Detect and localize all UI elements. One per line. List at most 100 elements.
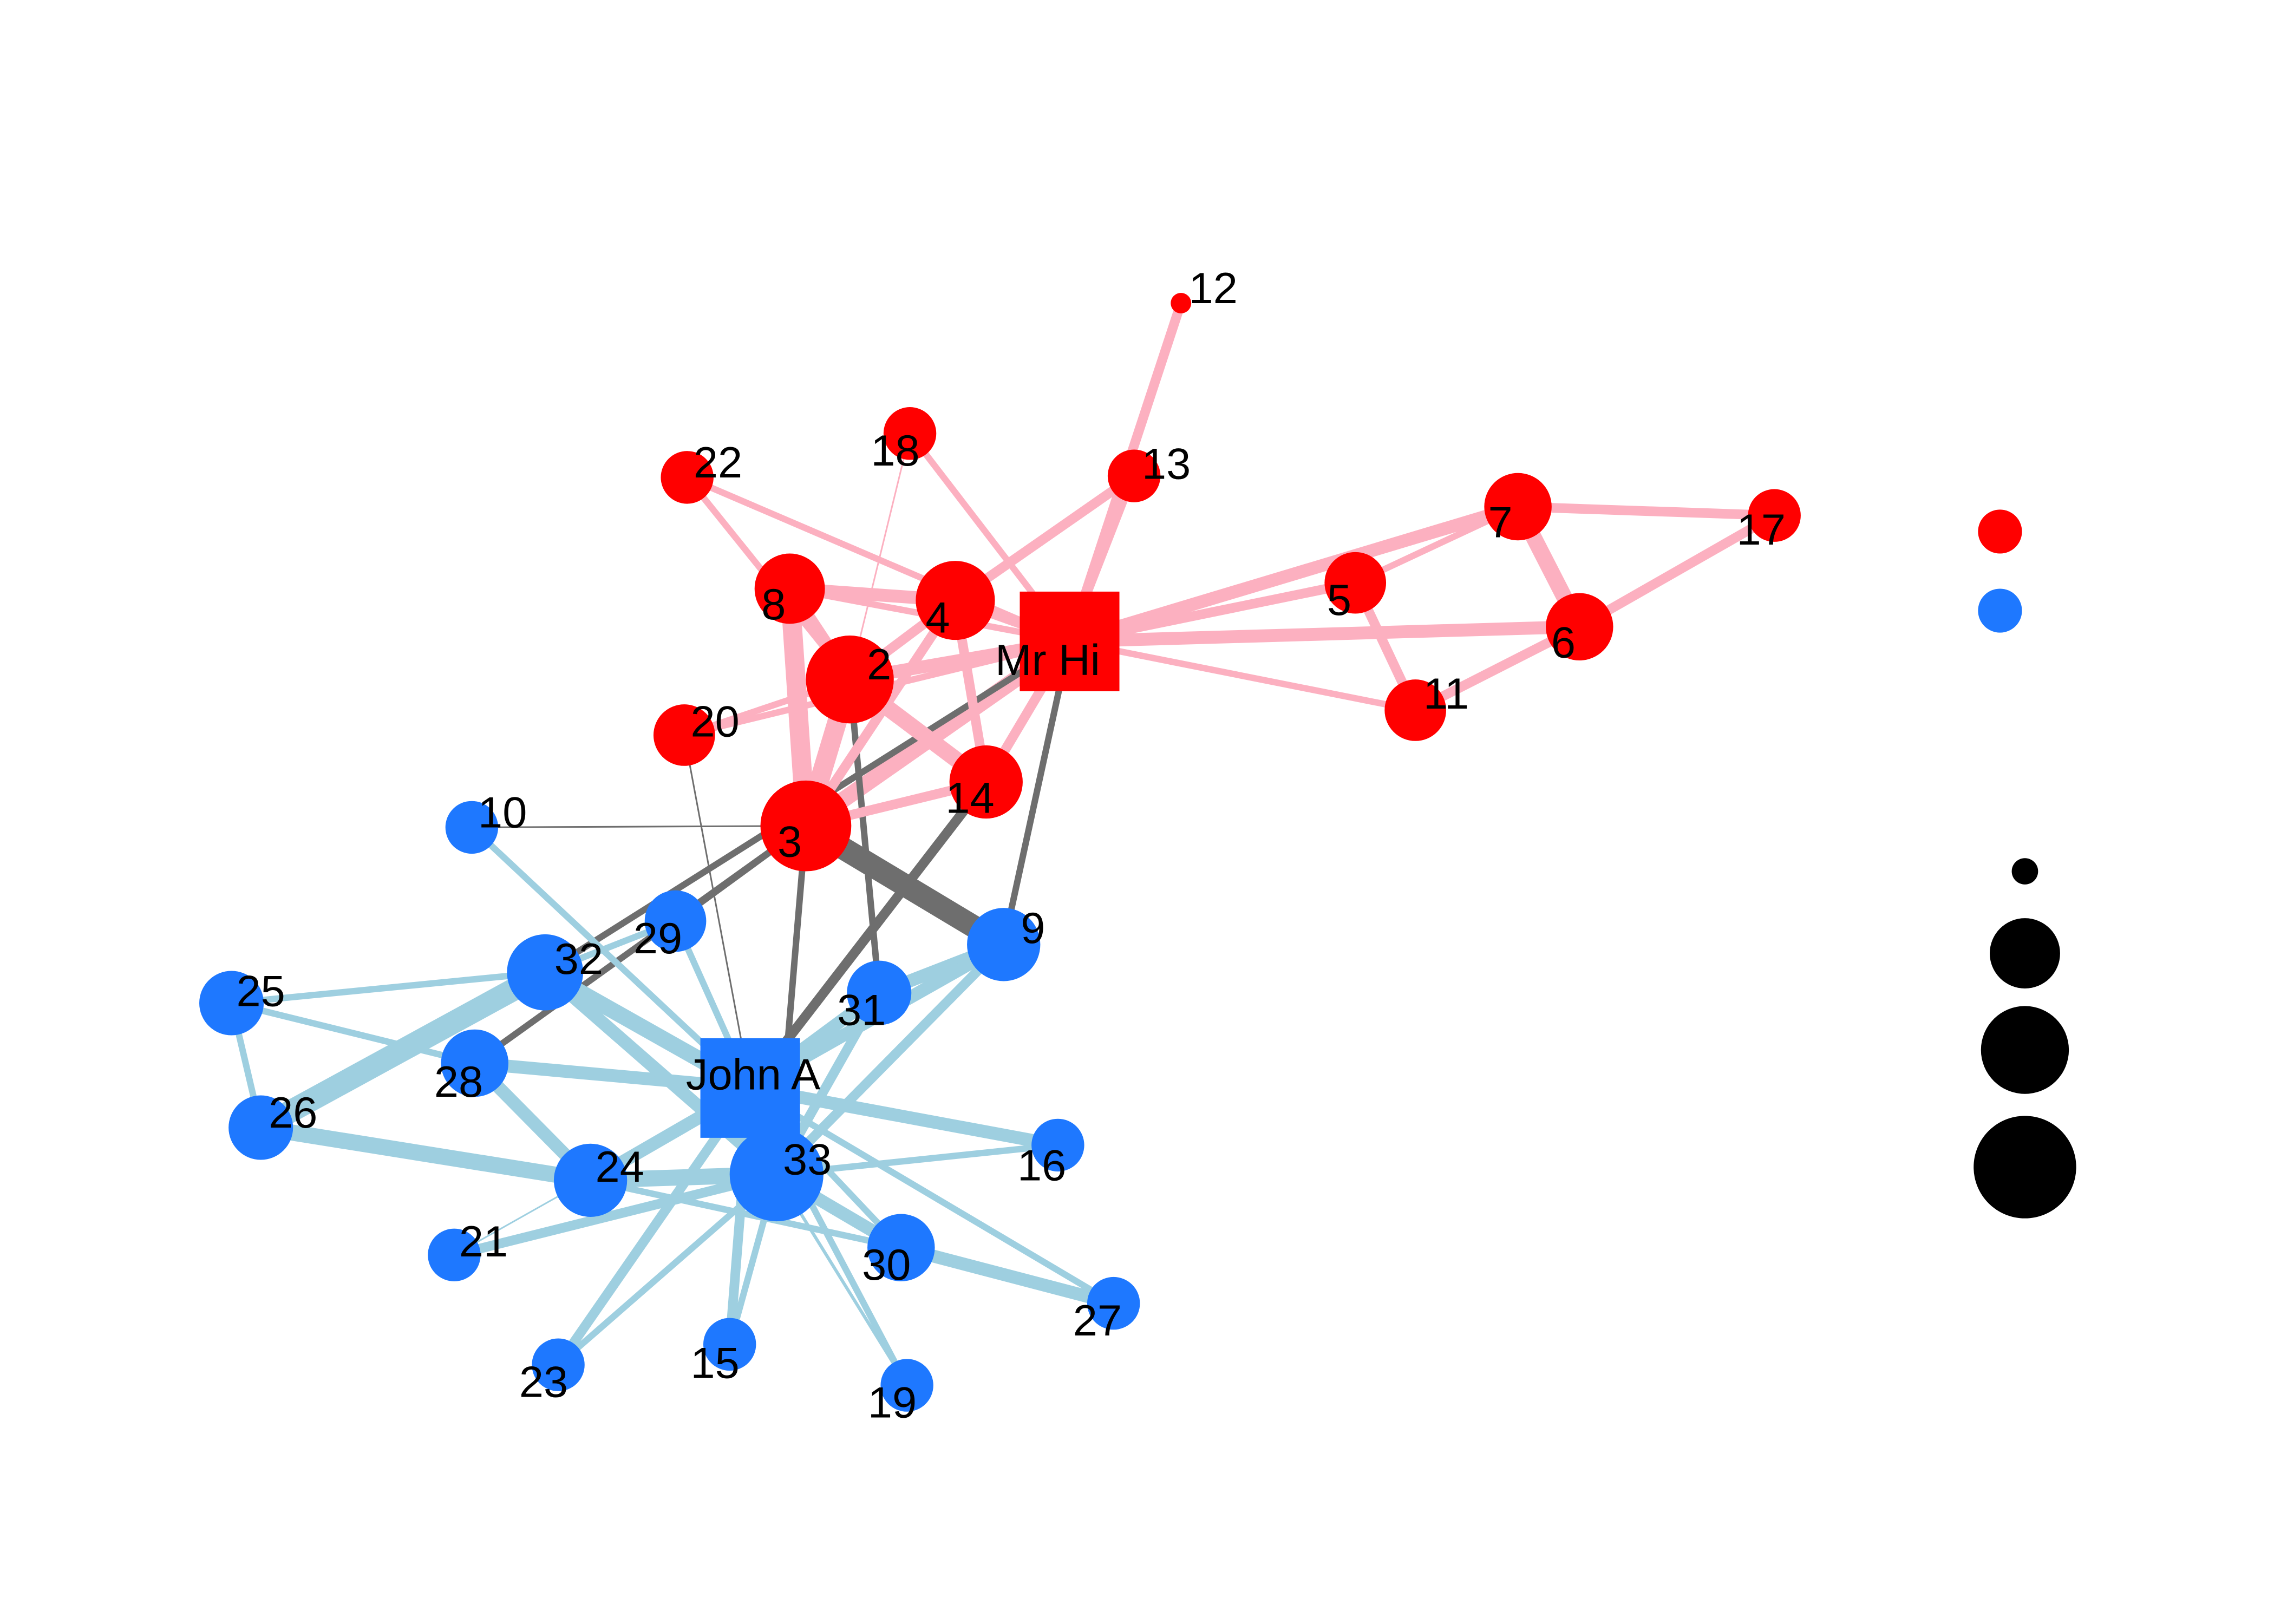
node-label-31: 31	[837, 986, 886, 1035]
node-2	[806, 636, 894, 724]
edge-2-31	[846, 679, 883, 993]
node-28	[441, 1029, 509, 1097]
edge-25-28	[231, 1000, 476, 1066]
node-label-17: 17	[1737, 506, 1786, 554]
node-label-22: 22	[694, 438, 742, 487]
edge-27-30	[899, 1241, 1115, 1310]
node-MrHi	[1020, 591, 1120, 691]
node-label-26: 26	[269, 1089, 317, 1137]
node-5	[1324, 552, 1387, 614]
edge-25-32	[231, 969, 546, 1006]
node-JohnA	[700, 1038, 800, 1138]
node-26	[228, 1095, 293, 1160]
node-label-10: 10	[478, 788, 527, 837]
node-9	[967, 908, 1041, 981]
node-label-16: 16	[1017, 1141, 1066, 1190]
node-label-4: 4	[925, 594, 950, 643]
node-label-28: 28	[434, 1058, 483, 1106]
legend-color-group_b	[1978, 588, 2022, 633]
node-label-8: 8	[761, 580, 786, 629]
edge-MrHi-9	[1000, 640, 1073, 946]
node-10	[445, 801, 499, 854]
edge-32-33	[540, 967, 781, 1180]
edge-23-33	[556, 1172, 779, 1367]
node-19	[880, 1359, 933, 1412]
edge-6-17	[1577, 511, 1777, 631]
edge-14-JohnA	[746, 779, 990, 1091]
node-label-2: 2	[867, 640, 891, 689]
node-label-27: 27	[1073, 1296, 1122, 1345]
legend	[1974, 509, 2076, 1219]
edge-3-10	[472, 825, 806, 828]
node-23	[532, 1338, 585, 1391]
node-label-12: 12	[1189, 264, 1238, 313]
node-14	[949, 745, 1023, 819]
node-4	[916, 561, 995, 640]
node-25	[199, 971, 264, 1036]
node-22	[661, 451, 714, 504]
node-8	[754, 553, 825, 624]
legend-size-1	[2011, 858, 2038, 885]
node-29	[644, 890, 707, 952]
node-17	[1748, 489, 1801, 542]
node-20	[653, 704, 715, 766]
node-label-32: 32	[554, 935, 603, 984]
edge-24-30	[590, 1177, 902, 1251]
edge-20-JohnA	[683, 735, 752, 1089]
node-label-13: 13	[1142, 440, 1191, 489]
node-label-30: 30	[862, 1241, 911, 1289]
legend-size-4	[1974, 1116, 2076, 1219]
node-label-24: 24	[596, 1143, 644, 1191]
node-label-33: 33	[783, 1135, 832, 1184]
node-30	[867, 1214, 935, 1281]
edge-MrHi-7	[1068, 500, 1520, 648]
node-6	[1546, 593, 1613, 661]
node-18	[883, 407, 937, 460]
node-label-19: 19	[868, 1379, 917, 1427]
node-label-25: 25	[237, 967, 285, 1016]
node-label-15: 15	[690, 1339, 739, 1387]
node-label-18: 18	[871, 427, 919, 475]
legend-color-group_a	[1978, 509, 2022, 554]
edge-MrHi-6	[1069, 620, 1580, 648]
node-11	[1384, 679, 1447, 741]
nodes-layer	[199, 293, 1801, 1412]
node-label-29: 29	[633, 914, 682, 963]
legend-size-3	[1981, 1006, 2069, 1094]
node-label-14: 14	[945, 774, 994, 822]
node-label-9: 9	[1021, 904, 1045, 953]
node-15	[703, 1318, 756, 1371]
edge-26-32	[255, 962, 551, 1138]
node-label-11: 11	[1423, 670, 1469, 718]
legend-size-2	[1990, 918, 2060, 988]
node-label-6: 6	[1551, 619, 1576, 667]
node-12	[1171, 293, 1192, 313]
node-label-MrHi: Mr Hi	[995, 636, 1100, 685]
node-13	[1107, 449, 1161, 502]
node-label-23: 23	[519, 1358, 568, 1407]
node-3	[760, 780, 852, 872]
edge-16-JohnA	[749, 1082, 1060, 1152]
edge-21-33	[453, 1169, 778, 1260]
node-16	[1031, 1118, 1084, 1172]
node-31	[847, 960, 912, 1025]
node-label-21: 21	[459, 1217, 508, 1266]
node-32	[507, 934, 584, 1011]
node-label-20: 20	[690, 698, 739, 746]
edge-MrHi-11	[1069, 638, 1416, 713]
edge-27-JohnA	[748, 1085, 1115, 1306]
node-27	[1087, 1276, 1140, 1330]
node-label-JohnA: John A	[686, 1051, 820, 1099]
edge-7-17	[1518, 502, 1775, 521]
edge-24-26	[259, 1119, 592, 1189]
node-label-5: 5	[1327, 576, 1351, 625]
node-21	[428, 1228, 481, 1281]
node-33	[729, 1127, 824, 1222]
node-label-7: 7	[1488, 499, 1513, 547]
node-label-3: 3	[777, 817, 802, 866]
node-24	[553, 1143, 628, 1217]
node-7	[1484, 473, 1552, 541]
